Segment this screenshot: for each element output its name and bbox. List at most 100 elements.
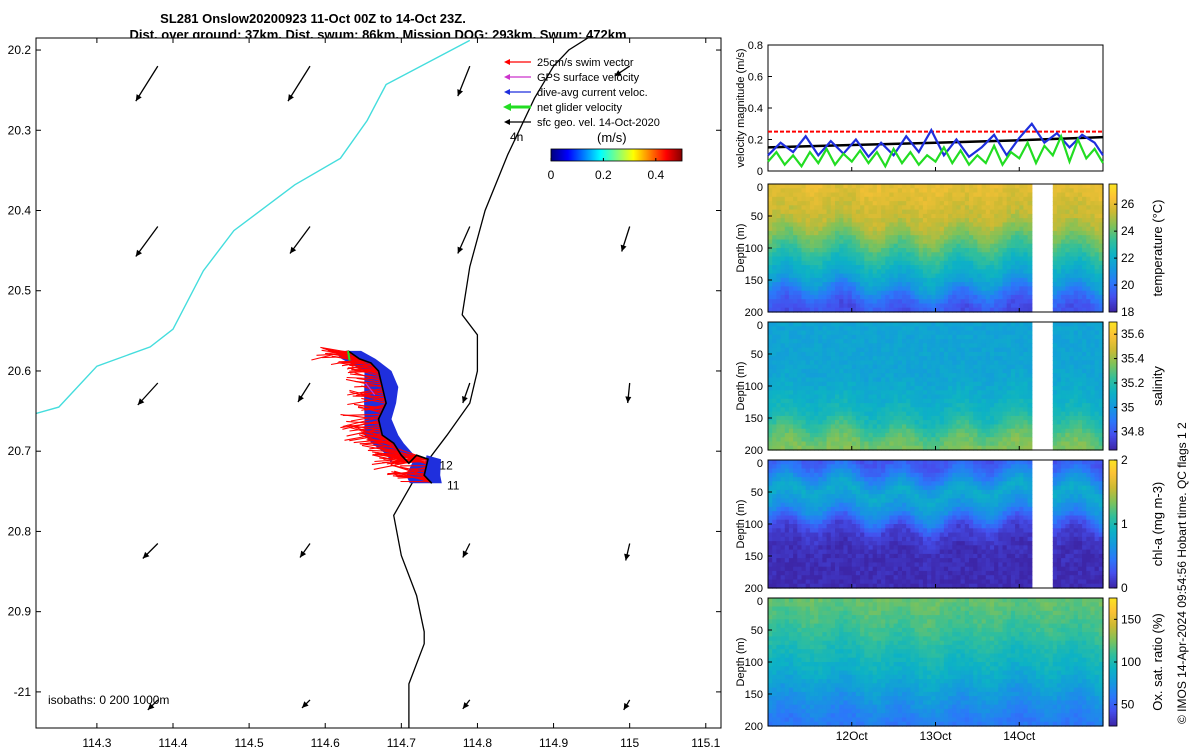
- temperature-cell: [998, 273, 1004, 279]
- temperature-cell: [1052, 265, 1058, 270]
- temperature-cell: [1077, 269, 1083, 275]
- temperature-cell: [960, 222, 966, 228]
- salinity-cell: [805, 407, 811, 413]
- temperature-y-tick-label: 150: [745, 275, 763, 287]
- temperature-cell: [797, 196, 803, 202]
- salinity-cell: [809, 368, 815, 374]
- salinity-cell: [814, 326, 819, 332]
- salinity-cell: [814, 424, 819, 430]
- temperature-cell: [1006, 248, 1012, 253]
- temperature-cell: [969, 286, 974, 292]
- temperature-cell: [927, 201, 932, 206]
- salinity-cell: [893, 386, 899, 391]
- swim-vector: [369, 445, 396, 450]
- salinity-cell: [801, 356, 807, 361]
- salinity-cell: [1090, 390, 1096, 396]
- salinity-cell: [985, 326, 991, 332]
- temperature-cell: [855, 303, 861, 309]
- temperature-cell: [943, 286, 949, 292]
- salinity-cell: [981, 330, 987, 336]
- salinity-cell: [994, 356, 999, 361]
- salinity-cell: [847, 339, 853, 344]
- colorbar-frame: [550, 148, 683, 162]
- temperature-cell: [922, 260, 928, 266]
- temperature-cell: [876, 294, 882, 300]
- salinity-cell: [1023, 351, 1029, 357]
- temperature-cell: [830, 205, 836, 211]
- temperature-cell: [964, 213, 970, 219]
- salinity-cell: [1010, 445, 1016, 451]
- salinity-cell: [1006, 334, 1012, 340]
- salinity-cell: [1015, 326, 1020, 332]
- temperature-cell: [910, 192, 916, 198]
- temperature-cell: [981, 286, 987, 292]
- salinity-cell: [872, 386, 878, 391]
- salinity-cell: [969, 343, 974, 349]
- temperature-cell: [922, 294, 928, 300]
- temperature-cell: [872, 235, 878, 241]
- salinity-cell: [1077, 403, 1083, 408]
- temperature-cell: [1090, 188, 1096, 194]
- salinity-cell: [977, 415, 983, 421]
- temperature-cell: [797, 235, 803, 241]
- salinity-cell: [788, 398, 794, 404]
- salinity-cell: [1082, 356, 1087, 361]
- salinity-cell: [1098, 390, 1104, 396]
- temperature-cell: [1098, 196, 1104, 202]
- salinity-cell: [780, 411, 786, 417]
- salinity-cell: [1027, 368, 1033, 374]
- salinity-cell: [927, 377, 932, 383]
- velocity-y-tick-label: 0.4: [748, 103, 763, 115]
- salinity-cell: [902, 334, 907, 340]
- salinity-cell: [835, 339, 840, 344]
- colorbar-cell: [630, 149, 632, 161]
- temperature-colorbar-cell: [1109, 298, 1117, 301]
- temperature-colorbar-cell: [1109, 252, 1117, 255]
- salinity-cell: [948, 428, 953, 434]
- temperature-cell: [847, 201, 853, 206]
- temperature-cell: [860, 290, 865, 296]
- salinity-cell: [977, 334, 983, 340]
- salinity-cell: [981, 326, 987, 332]
- salinity-cell: [860, 330, 865, 336]
- temperature-cell: [985, 265, 991, 270]
- temperature-cell: [994, 230, 999, 236]
- temperature-cell: [847, 196, 853, 202]
- temperature-cell: [1086, 273, 1092, 279]
- temperature-cell: [1094, 196, 1100, 202]
- map-y-tick-label: 20.7: [8, 444, 32, 458]
- temperature-cell: [985, 248, 991, 253]
- temperature-cell: [977, 205, 983, 211]
- temperature-cell: [914, 260, 920, 266]
- temperature-cell: [1061, 269, 1066, 275]
- temperature-cell: [772, 218, 777, 223]
- salinity-cell: [1015, 390, 1020, 396]
- temperature-cell: [998, 277, 1004, 283]
- temperature-cell: [1002, 290, 1008, 296]
- velocity-plot-frame: [767, 44, 1104, 172]
- salinity-cell: [843, 441, 849, 447]
- salinity-cell: [784, 347, 790, 353]
- temperature-cell: [889, 230, 895, 236]
- temperature-cell: [1073, 192, 1079, 198]
- salinity-cell: [973, 420, 978, 425]
- salinity-cell: [1061, 377, 1066, 383]
- salinity-cell: [1073, 381, 1079, 387]
- salinity-cell: [977, 360, 983, 366]
- temperature-cell: [943, 230, 949, 236]
- salinity-cell: [784, 368, 790, 374]
- salinity-cell: [1090, 424, 1096, 430]
- temperature-cell: [927, 294, 932, 300]
- salinity-cell: [1090, 386, 1096, 391]
- temperature-cell: [1027, 286, 1033, 292]
- temperature-cell: [994, 201, 999, 206]
- salinity-cell: [889, 368, 895, 374]
- temperature-cell: [855, 277, 861, 283]
- salinity-cell: [814, 377, 819, 383]
- temperature-cell: [969, 282, 974, 287]
- temperature-cell: [994, 282, 999, 287]
- temperature-cell: [1015, 209, 1020, 215]
- salinity-cell: [1090, 437, 1096, 443]
- salinity-cell: [881, 360, 886, 366]
- salinity-cell: [1061, 415, 1066, 421]
